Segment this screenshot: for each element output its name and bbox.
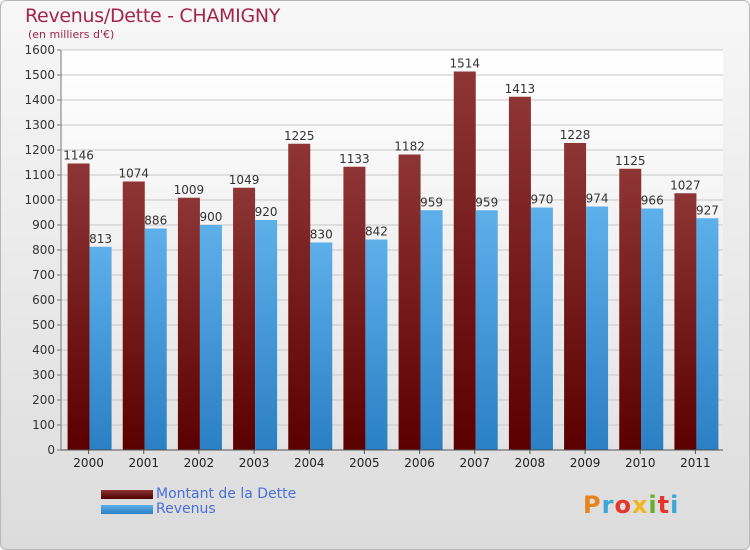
legend-swatch-dette (101, 489, 153, 499)
data-label-revenus: 927 (696, 203, 719, 217)
data-label-dette: 1146 (63, 149, 94, 163)
data-label-dette: 1182 (394, 140, 425, 154)
y-tick-label: 1200 (24, 143, 55, 157)
bar-dette (564, 143, 587, 450)
data-label-revenus: 842 (365, 225, 388, 239)
x-tick-label: 2005 (349, 456, 380, 470)
y-tick-label: 700 (32, 268, 55, 282)
proxiti-logo: Proxiti (583, 491, 679, 519)
bar-dette (508, 96, 531, 450)
data-label-dette: 1228 (560, 128, 591, 142)
data-label-revenus: 886 (144, 214, 167, 228)
bar-dette (343, 166, 366, 450)
chart-subtitle: (en milliers d'€) (28, 28, 115, 41)
x-tick-label: 2006 (404, 456, 435, 470)
data-label-dette: 1074 (118, 167, 149, 181)
x-tick-label: 2008 (515, 456, 546, 470)
x-tick-label: 2000 (73, 456, 104, 470)
data-label-dette: 1009 (174, 183, 205, 197)
data-label-revenus: 970 (530, 193, 553, 207)
chart-title: Revenus/Dette - CHAMIGNY (25, 5, 281, 27)
x-axis-ticks: 2000 2001 2002 2003 2004 2005 2006 2007 2008 2009… (73, 450, 711, 470)
x-tick-label: 2001 (128, 456, 159, 470)
legend-item-revenus: Revenus (101, 501, 216, 517)
bars: 1146 813 1074 886 1009 900 1049 920 1225 830 1133 8… (63, 57, 719, 450)
bar-revenus (144, 228, 167, 450)
bar-revenus (641, 208, 664, 450)
legend-item-dette: Montant de la Dette (101, 486, 296, 502)
y-tick-label: 1300 (24, 118, 55, 132)
data-label-dette: 1225 (284, 129, 315, 143)
bar-dette (67, 163, 90, 450)
y-tick-label: 100 (32, 418, 55, 432)
data-label-revenus: 959 (475, 195, 498, 209)
x-tick-label: 2010 (625, 456, 656, 470)
legend-label-dette: Montant de la Dette (156, 486, 297, 502)
data-label-revenus: 959 (420, 195, 443, 209)
logo-letter: P (583, 491, 602, 519)
legend-swatch-revenus (101, 504, 153, 514)
bar-revenus (365, 239, 388, 450)
y-tick-label: 1500 (24, 68, 55, 82)
data-label-dette: 1514 (449, 57, 480, 71)
bar-dette (288, 143, 311, 450)
x-tick-label: 2007 (459, 456, 490, 470)
data-label-dette: 1413 (505, 82, 536, 96)
legend-label-revenus: Revenus (156, 501, 216, 517)
logo-letter: i (670, 491, 680, 519)
x-tick-label: 2004 (294, 456, 325, 470)
data-label-revenus: 974 (586, 192, 609, 206)
bar-revenus (199, 225, 222, 450)
y-tick-label: 900 (32, 218, 55, 232)
data-label-revenus: 813 (89, 232, 112, 246)
y-tick-label: 1000 (24, 193, 55, 207)
y-axis-ticks: 0 100 200 300 400 500 600 700 800 900 1000 1100 1200… (24, 43, 61, 457)
data-label-dette: 1027 (670, 178, 701, 192)
logo-letter: i (648, 491, 658, 519)
bar-revenus (696, 218, 719, 450)
bar-dette (233, 187, 256, 450)
logo-letter: o (614, 491, 632, 519)
bar-dette (177, 197, 200, 450)
x-tick-label: 2009 (570, 456, 601, 470)
bar-dette (398, 154, 421, 450)
x-tick-label: 2002 (184, 456, 215, 470)
data-label-revenus: 920 (255, 205, 278, 219)
bar-revenus (255, 220, 278, 450)
bar-dette (453, 71, 476, 450)
x-tick-label: 2003 (239, 456, 270, 470)
data-label-revenus: 830 (310, 228, 333, 242)
data-label-dette: 1125 (615, 154, 646, 168)
data-label-revenus: 966 (641, 194, 664, 208)
data-label-dette: 1133 (339, 152, 370, 166)
logo-letter: x (631, 491, 649, 519)
data-label-revenus: 900 (199, 210, 222, 224)
x-tick-label: 2011 (680, 456, 711, 470)
bar-revenus (310, 242, 333, 450)
y-tick-label: 200 (32, 393, 55, 407)
data-label-dette: 1049 (229, 173, 260, 187)
bar-revenus (586, 206, 609, 450)
bar-revenus (475, 210, 498, 450)
bar-revenus (530, 207, 553, 450)
y-tick-label: 1600 (24, 43, 55, 57)
bar-dette (122, 181, 145, 450)
logo-letter: r (601, 491, 615, 519)
grid-lines (61, 49, 723, 426)
y-tick-label: 500 (32, 318, 55, 332)
y-tick-label: 800 (32, 243, 55, 257)
y-tick-label: 1100 (24, 168, 55, 182)
bar-dette (619, 168, 642, 450)
y-tick-label: 400 (32, 343, 55, 357)
y-tick-label: 600 (32, 293, 55, 307)
bar-revenus (89, 246, 112, 450)
bar-revenus (420, 210, 443, 450)
y-tick-label: 1400 (24, 93, 55, 107)
y-tick-label: 0 (47, 443, 55, 457)
logo-letter: t (657, 491, 671, 519)
bar-dette (674, 193, 697, 450)
y-tick-label: 300 (32, 368, 55, 382)
